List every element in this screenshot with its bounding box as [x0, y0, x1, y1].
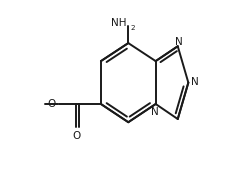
Text: O: O — [73, 131, 81, 141]
Text: N: N — [151, 108, 159, 117]
Text: N: N — [175, 37, 183, 47]
Text: O: O — [48, 99, 56, 109]
Text: 2: 2 — [131, 25, 135, 31]
Text: N: N — [191, 77, 199, 87]
Text: NH: NH — [111, 19, 126, 28]
